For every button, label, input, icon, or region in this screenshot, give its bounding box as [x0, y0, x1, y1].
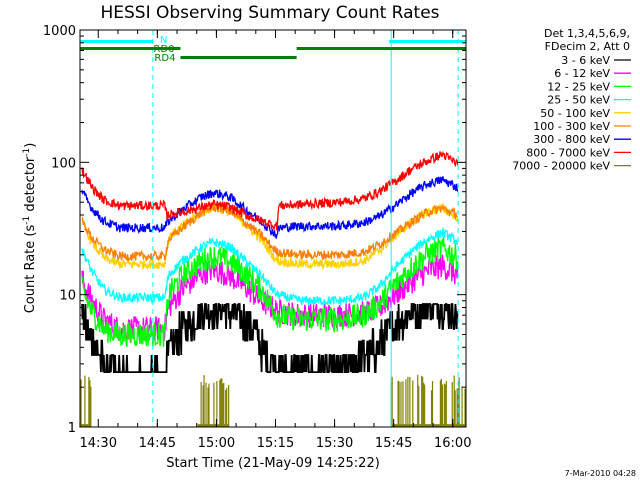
legend-label-0: 3 - 6 keV — [561, 54, 610, 67]
footer-timestamp: 7-Mar-2010 04:28 — [565, 469, 636, 478]
x-axis-label: Start Time (21-May-09 14:25:22) — [166, 456, 380, 471]
x-tick-label-0: 14:30 — [80, 436, 117, 451]
series-line-5 — [81, 201, 458, 262]
legend: Det 1,3,4,5,6,9, FDecim 2, Att 0 3 - 6 k… — [512, 27, 631, 173]
legend-label-7: 800 - 7000 keV — [526, 146, 610, 159]
series-7000-20000kev — [79, 374, 466, 427]
rd4-label: RD4 — [154, 53, 175, 64]
y-tick-label-2: 100 — [51, 156, 76, 171]
legend-header-line-2: FDecim 2, Att 0 — [545, 40, 630, 53]
series-line-4 — [81, 202, 459, 271]
series-800-7000-kev — [81, 150, 459, 232]
night-bar-1 — [389, 40, 466, 43]
x-tick-label-6: 16:00 — [434, 436, 471, 451]
night-bar-0 — [80, 40, 153, 43]
x-tick-label-3: 15:15 — [257, 436, 294, 451]
y-tick-label-3: 1000 — [43, 24, 76, 39]
series-line-3 — [81, 226, 459, 306]
rd0-label: RD0 — [153, 44, 174, 55]
legend-label-4: 50 - 100 keV — [540, 107, 610, 120]
legend-header-line-1: Det 1,3,4,5,6,9, — [544, 27, 630, 40]
series-25-50-kev — [81, 226, 459, 306]
y-tick-label-1: 10 — [59, 289, 76, 304]
series-line-7 — [81, 150, 459, 232]
series-12-25-kev — [81, 236, 459, 348]
series-line-6 — [81, 176, 459, 239]
legend-label-3: 25 - 50 keV — [547, 94, 610, 107]
y-axis-label: Count Rate (s-1 detector-1) — [22, 143, 38, 314]
series-50-100-kev — [81, 202, 459, 271]
legend-label-6: 300 - 800 keV — [533, 133, 610, 146]
x-tick-label-5: 15:45 — [375, 436, 412, 451]
series-100-300-kev — [81, 201, 458, 262]
plot-frame — [79, 29, 467, 428]
rd4-bar-0 — [180, 56, 297, 59]
x-tick-label-1: 14:45 — [139, 436, 176, 451]
series-3-6-kev — [81, 303, 459, 373]
chart-title: HESSI Observing Summary Count Rates — [100, 3, 439, 23]
night-label: N — [160, 35, 167, 46]
legend-label-8: 7000 - 20000 keV — [512, 160, 610, 173]
legend-label-1: 6 - 12 keV — [554, 67, 610, 80]
rd0-bar-0 — [80, 47, 181, 50]
y-tick-label-0: 1 — [68, 421, 76, 436]
x-tick-label-2: 15:00 — [198, 436, 235, 451]
series-line-0 — [81, 303, 459, 373]
legend-label-2: 12 - 25 keV — [547, 80, 610, 93]
x-tick-label-4: 15:30 — [316, 436, 353, 451]
series-line-2 — [81, 236, 459, 348]
legend-label-5: 100 - 300 keV — [533, 120, 610, 133]
series-300-800-kev — [81, 176, 459, 239]
rd0-bar-1 — [296, 47, 466, 50]
